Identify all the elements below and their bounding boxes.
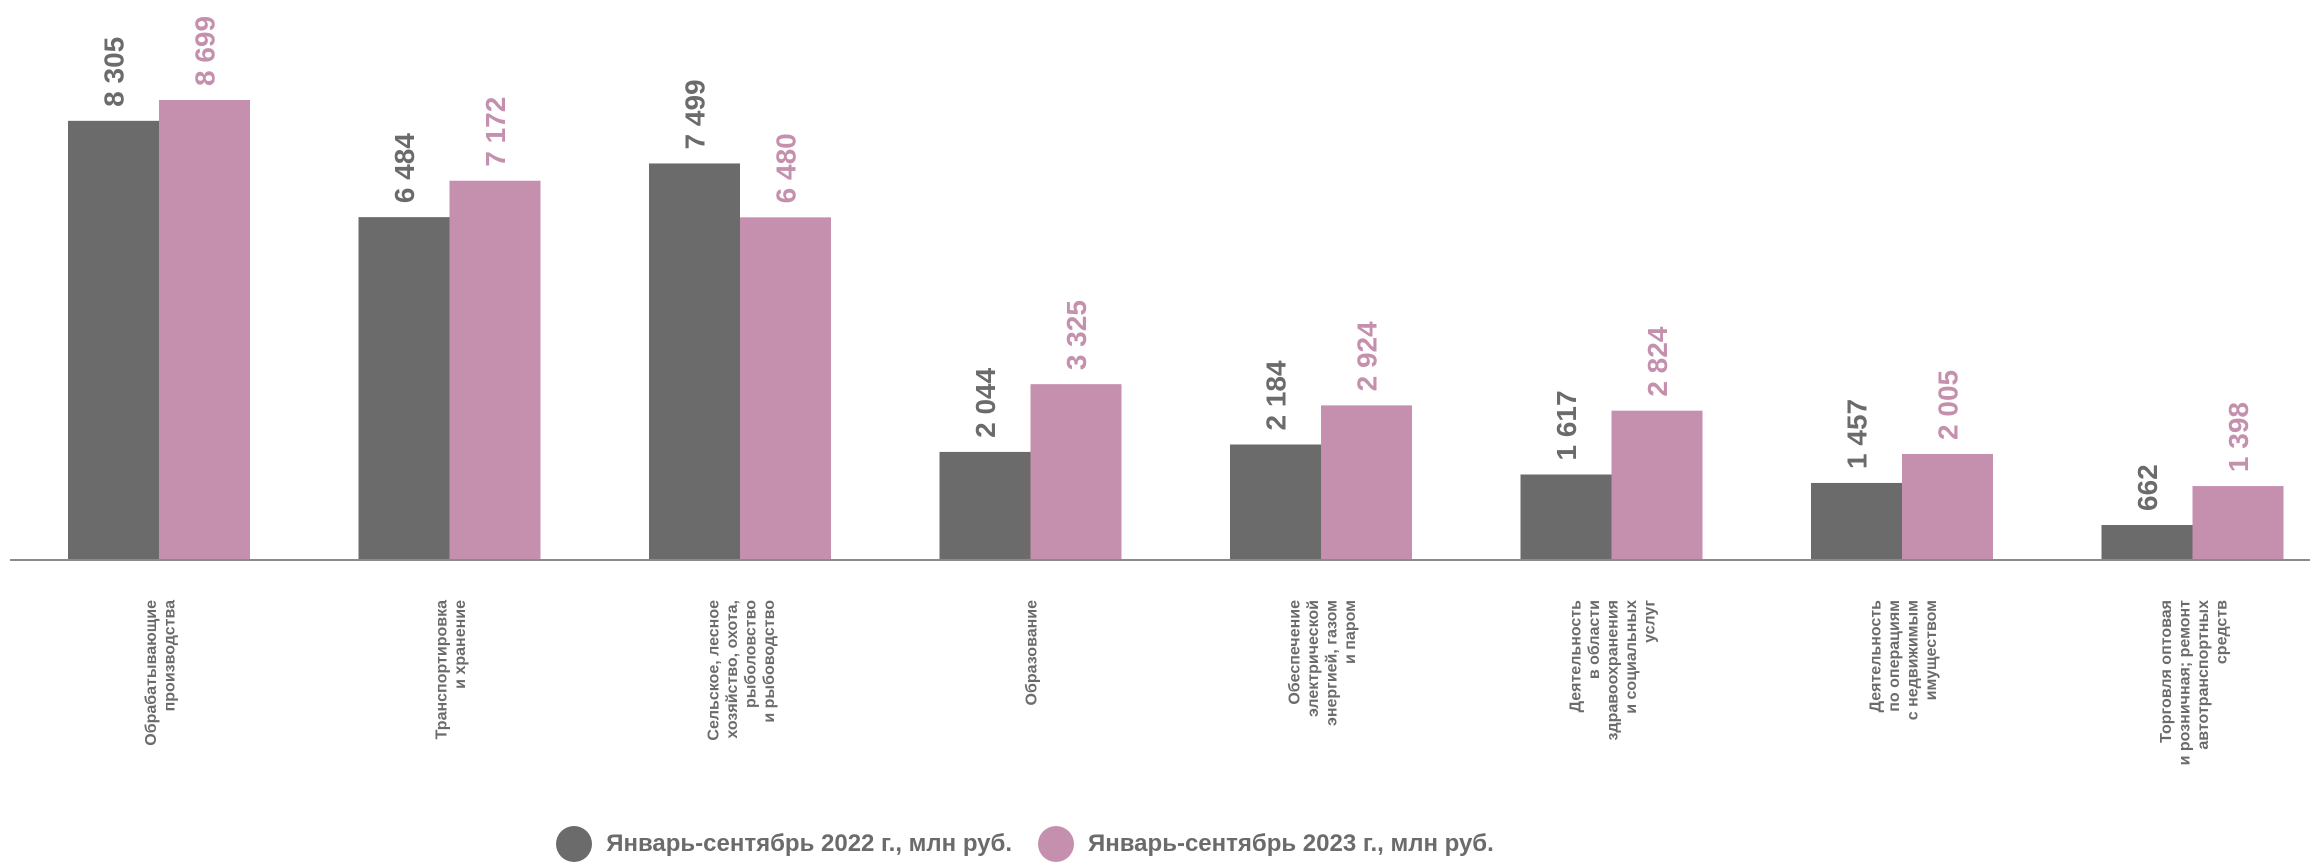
category-label-0: Обрабатывающиепроизводства (143, 600, 179, 746)
bar-2023-1 (449, 180, 541, 561)
value-label-2023-1: 7 172 (480, 97, 511, 167)
category-label-4-line-1: электрической (1305, 600, 1322, 717)
category-label-2-line-0: Сельское, лесное (705, 600, 722, 741)
value-label-2023-3: 3 325 (1061, 300, 1092, 370)
category-label-5: Деятельностьв областиздравоохраненияи со… (1568, 600, 1659, 741)
value-label-2022-5: 1 617 (1551, 390, 1582, 460)
category-label-7-line-2: автотранспортных (2195, 600, 2212, 750)
bar-2023-0 (159, 100, 250, 560)
value-label-2023-6: 2 005 (1933, 370, 1964, 440)
value-label-2023-5: 2 824 (1642, 326, 1673, 396)
category-label-6-line-3: имуществом (1923, 600, 1940, 700)
bar-2022-2 (649, 163, 740, 560)
category-label-0-line-1: производства (161, 600, 178, 711)
category-label-6-line-1: по операциям (1886, 600, 1903, 712)
category-label-6: Деятельностьпо операциямс недвижимымимущ… (1867, 600, 1940, 720)
value-labels-layer: 8 305 8 699 6 484 7 172 7 499 6 480 2 044 3 325… (99, 16, 2255, 511)
category-label-5-line-4: услуг (1642, 600, 1659, 643)
category-label-5-line-3: и социальных (1623, 600, 1640, 714)
bar-2023-5 (1611, 410, 1703, 560)
category-label-1: Транспортировкаи хранение (433, 600, 469, 739)
bar-2023-4 (1321, 405, 1412, 560)
bar-2023-6 (1902, 453, 1993, 560)
bar-chart: 8 305 8 699 6 484 7 172 7 499 6 480 2 044 3 325… (10, 16, 2310, 766)
legend: Январь-сентябрь 2022 г., млн руб. Январь… (0, 826, 2180, 862)
bar-2023-7 (2192, 486, 2284, 560)
category-label-7: Торговля оптоваяи розничная; ремонтавтот… (2158, 600, 2231, 766)
value-label-2023-7: 1 398 (2223, 402, 2254, 472)
category-label-2-line-1: хозяйство, охота, (724, 600, 741, 739)
category-label-4-line-2: энергией, газом (1323, 600, 1340, 726)
value-label-2022-3: 2 044 (970, 367, 1001, 437)
bar-2022-7 (2101, 524, 2193, 560)
bars-layer (68, 100, 2284, 561)
bar-2023-3 (1030, 384, 1122, 560)
category-label-4-line-0: Обеспечение (1286, 600, 1303, 705)
value-label-2022-6: 1 457 (1842, 399, 1873, 469)
legend-swatch-2022 (556, 826, 593, 862)
value-label-2022-2: 7 499 (680, 79, 711, 149)
category-label-1-line-1: и хранение (452, 600, 469, 689)
value-label-2022-7: 662 (2132, 464, 2163, 511)
bar-2022-6 (1811, 482, 1902, 560)
category-label-5-line-2: здравоохранения (1605, 600, 1622, 741)
category-labels-layer: Обрабатывающиепроизводства Транспортировк… (143, 600, 2231, 766)
category-label-3-line-0: Образование (1024, 600, 1041, 706)
category-label-7-line-3: средств (2213, 600, 2230, 664)
category-label-5-line-0: Деятельность (1568, 600, 1585, 713)
category-label-6-line-0: Деятельность (1867, 600, 1884, 713)
bar-2022-5 (1520, 474, 1612, 560)
category-label-7-line-0: Торговля оптовая (2158, 600, 2175, 743)
value-label-2022-1: 6 484 (389, 133, 420, 203)
value-label-2023-0: 8 699 (190, 16, 221, 86)
bar-2022-0 (68, 120, 159, 560)
category-label-4-line-3: и паром (1342, 600, 1359, 664)
value-label-2022-0: 8 305 (99, 37, 130, 107)
bar-2022-3 (939, 451, 1031, 560)
category-label-3: Образование (1024, 600, 1041, 706)
legend-item-2022: Январь-сентябрь 2022 г., млн руб. (556, 826, 1012, 862)
bar-2022-4 (1230, 444, 1321, 560)
category-label-6-line-2: с недвижимым (1904, 600, 1921, 720)
legend-label-2022: Январь-сентябрь 2022 г., млн руб. (606, 830, 1012, 857)
bar-2023-2 (740, 217, 831, 561)
value-label-2023-4: 2 924 (1352, 321, 1383, 391)
value-label-2022-4: 2 184 (1261, 360, 1292, 430)
category-label-4: Обеспечениеэлектрическойэнергией, газоми… (1286, 600, 1359, 726)
category-label-1-line-0: Транспортировка (433, 600, 450, 739)
bar-2022-1 (358, 217, 450, 560)
category-label-2-line-2: рыболовство (742, 600, 759, 708)
value-label-2023-2: 6 480 (771, 133, 802, 203)
category-label-0-line-0: Обрабатывающие (143, 600, 160, 746)
legend-item-2023: Январь-сентябрь 2023 г., млн руб. (1038, 826, 1494, 862)
legend-label-2023: Январь-сентябрь 2023 г., млн руб. (1088, 830, 1494, 857)
category-label-7-line-1: и розничная; ремонт (2176, 600, 2193, 766)
category-label-2-line-3: и рыбоводство (761, 600, 778, 723)
category-label-5-line-1: в области (1586, 600, 1603, 679)
category-label-2: Сельское, лесноехозяйство, охота,рыболов… (705, 600, 778, 741)
legend-swatch-2023 (1038, 826, 1074, 862)
